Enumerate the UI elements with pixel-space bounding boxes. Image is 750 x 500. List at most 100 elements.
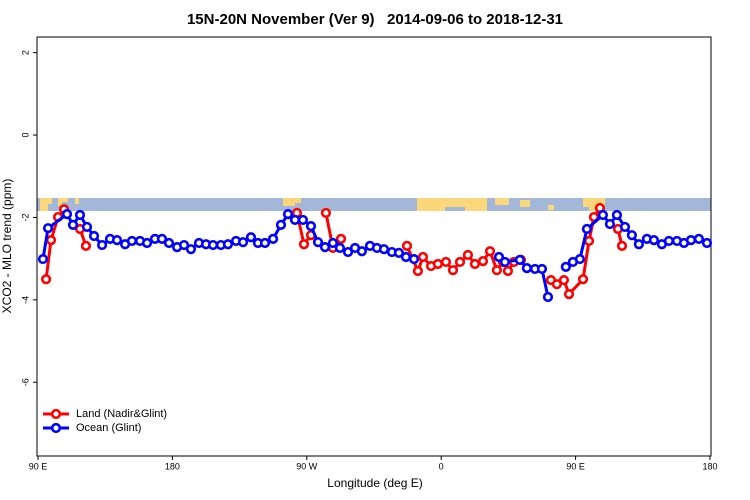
x-tick-label: 90 W	[296, 461, 318, 471]
point	[74, 209, 86, 221]
point	[701, 237, 713, 249]
point	[393, 247, 405, 258]
x-tick-label: 180	[702, 461, 717, 471]
x-tick-label: 90 E	[566, 461, 585, 471]
point	[42, 223, 54, 234]
plot-frame	[36, 36, 712, 457]
point	[245, 232, 257, 243]
point	[237, 237, 249, 248]
point	[536, 263, 548, 275]
point	[484, 246, 496, 257]
point	[417, 251, 429, 263]
point	[616, 240, 628, 251]
ocean-strip	[37, 198, 711, 211]
point	[514, 254, 525, 265]
point	[111, 235, 123, 246]
y-tick-label: -2	[20, 213, 30, 221]
y-tick-label: -4	[20, 296, 30, 304]
point	[408, 253, 420, 265]
point	[491, 265, 502, 276]
y-axis-label: XCO2 - MLO trend (ppm)	[0, 179, 14, 314]
legend-marker	[50, 408, 62, 420]
point	[432, 258, 444, 270]
point	[320, 207, 332, 219]
y-tick-label: -6	[20, 378, 30, 386]
point	[356, 246, 368, 257]
point	[312, 237, 324, 248]
point	[577, 274, 589, 285]
point	[297, 214, 309, 226]
point	[401, 240, 413, 251]
point	[378, 244, 390, 255]
legend-marker	[50, 422, 62, 434]
point	[574, 253, 586, 265]
point	[305, 221, 317, 232]
point	[222, 239, 234, 250]
x-tick-label: 0	[439, 461, 444, 471]
point	[611, 209, 623, 221]
point	[61, 209, 73, 220]
point	[454, 256, 466, 268]
point	[289, 214, 301, 226]
point	[502, 265, 514, 277]
legend-label: Ocean (Glint)	[76, 422, 141, 434]
point	[37, 253, 49, 265]
point	[267, 233, 279, 244]
point	[440, 256, 452, 268]
y-tick-label: 0	[20, 133, 30, 138]
point	[126, 235, 138, 247]
point	[633, 239, 644, 250]
point	[560, 261, 571, 272]
point	[319, 242, 331, 253]
point	[178, 239, 190, 251]
point	[626, 230, 637, 241]
point	[469, 258, 481, 270]
point	[412, 265, 423, 277]
point	[499, 256, 511, 268]
point	[88, 230, 100, 242]
point	[663, 235, 674, 247]
point	[619, 221, 631, 233]
point	[551, 279, 563, 290]
point	[400, 251, 412, 263]
point	[581, 223, 593, 235]
chart-title: 15N-20N November (Ver 9) 2014-09-06 to 2…	[187, 11, 563, 28]
point	[141, 237, 153, 249]
point	[648, 235, 660, 246]
point	[41, 274, 52, 285]
point	[327, 237, 339, 249]
point	[462, 249, 474, 261]
point	[185, 244, 197, 255]
x-axis-label: Longitude (deg E)	[327, 476, 422, 490]
point	[67, 219, 79, 230]
point	[604, 218, 616, 230]
point	[521, 263, 532, 274]
point	[342, 246, 354, 258]
point	[335, 233, 347, 244]
x-tick-label: 180	[165, 461, 180, 471]
point	[207, 239, 219, 251]
map-strip	[37, 198, 711, 211]
point	[685, 235, 697, 246]
point	[45, 235, 57, 246]
point	[97, 239, 108, 251]
point	[563, 288, 575, 300]
point	[597, 209, 608, 221]
point	[80, 240, 92, 251]
legend-label: Land (Nadir&Glint)	[76, 408, 167, 420]
point	[477, 256, 489, 267]
point	[583, 235, 595, 247]
point	[558, 274, 570, 286]
point	[275, 219, 287, 230]
point	[81, 221, 93, 233]
x-tick-label: 90 E	[29, 461, 48, 471]
point	[259, 237, 271, 249]
point	[334, 242, 346, 254]
point	[542, 291, 554, 303]
point	[156, 233, 168, 244]
land-patches	[40, 198, 605, 211]
point	[693, 233, 705, 244]
point	[163, 237, 175, 249]
